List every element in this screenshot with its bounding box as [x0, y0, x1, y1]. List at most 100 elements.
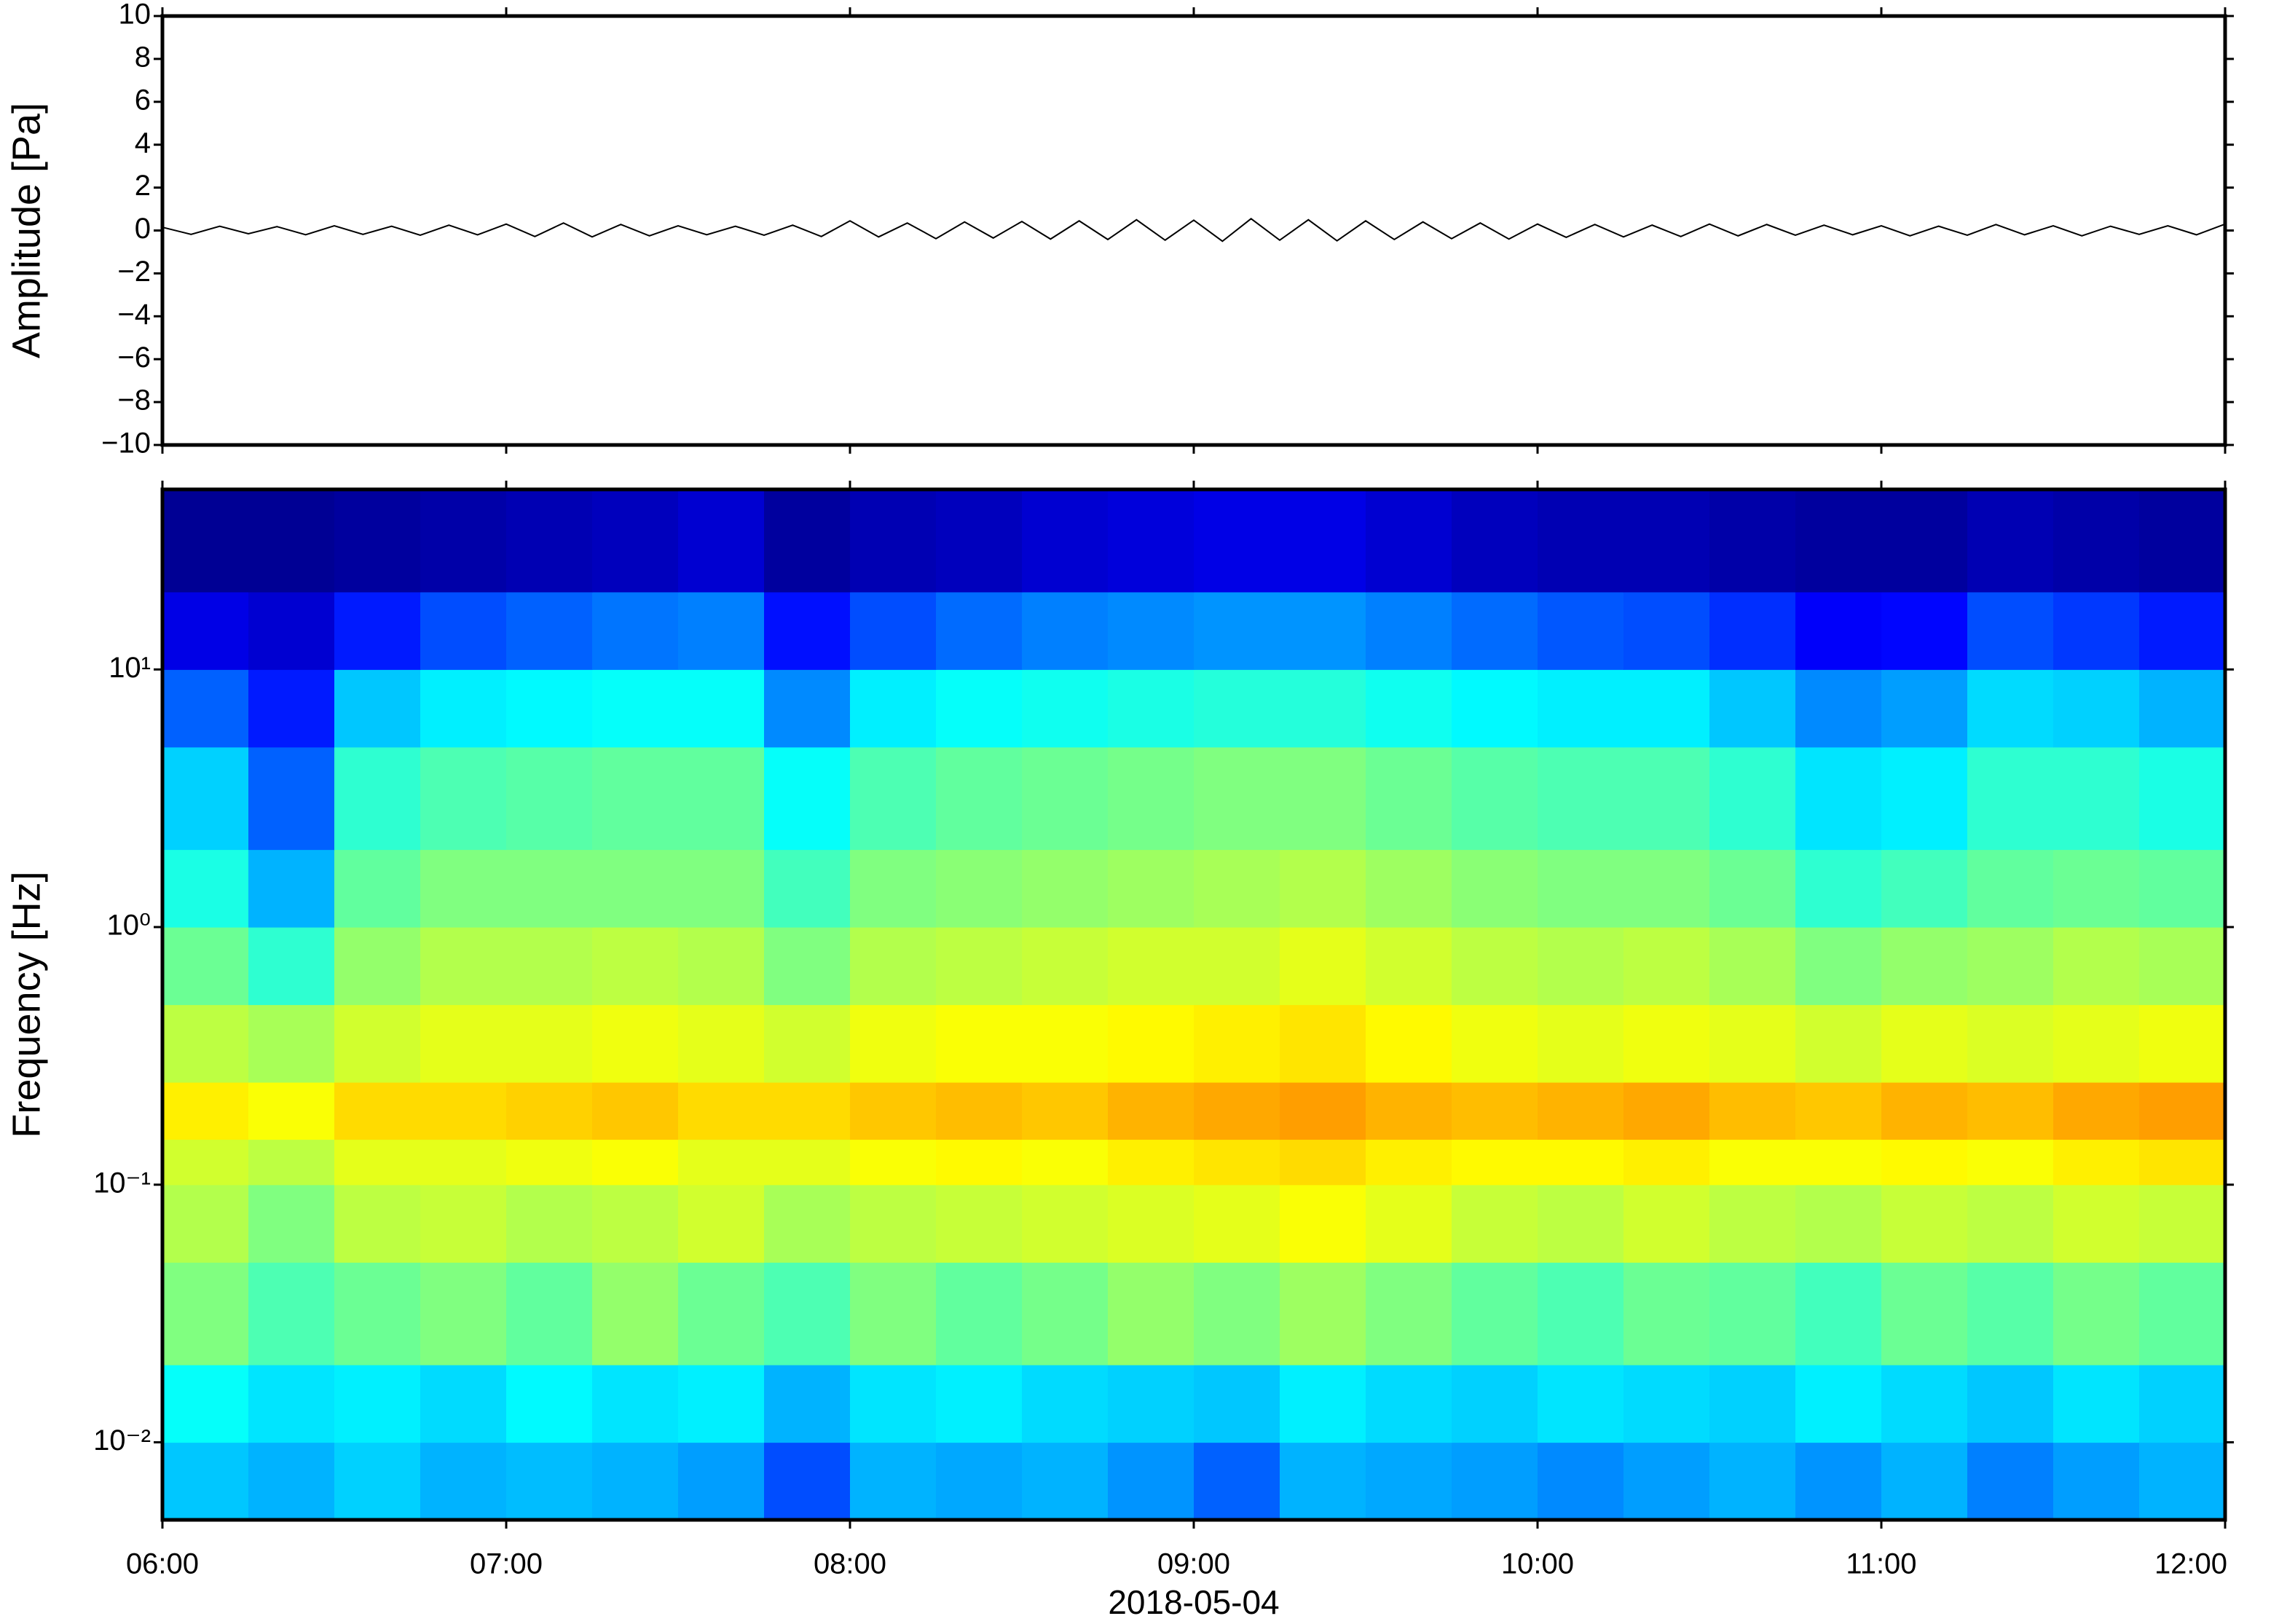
- spectrogram-cell: [1280, 669, 1366, 748]
- spectrogram-cell: [1022, 746, 1109, 851]
- spectrogram-cell: [2053, 591, 2140, 670]
- spectrogram-cell: [1366, 1262, 1452, 1365]
- spectrogram-cell: [1280, 1139, 1366, 1186]
- spectrogram-cell: [2139, 489, 2226, 593]
- spectrogram-cell: [1795, 669, 1882, 748]
- spectrogram-cell: [850, 489, 937, 593]
- spectrogram-cell: [1280, 1442, 1366, 1521]
- spectrogram-cell: [1709, 1139, 1796, 1186]
- spectrogram-cell: [850, 746, 937, 851]
- spectrogram-cell: [1709, 746, 1796, 851]
- spectrogram-cell: [936, 1365, 1023, 1443]
- spectrogram-cell: [334, 489, 421, 593]
- spectrogram-cell: [936, 927, 1023, 1006]
- spectrogram-cell: [248, 849, 335, 928]
- spectrogram-cell: [1623, 1262, 1710, 1365]
- spectrogram-cell: [1538, 1442, 1624, 1521]
- x-axis-label: 2018-05-04: [1108, 1583, 1279, 1621]
- spectrogram-cell: [1795, 1081, 1882, 1140]
- x-tick-label: 06:00: [126, 1548, 199, 1580]
- y-axis-label: Amplitude [Pa]: [4, 103, 48, 358]
- spectrogram-cell: [1366, 669, 1452, 748]
- spectrogram-cell: [1709, 927, 1796, 1006]
- spectrogram-cell: [420, 591, 507, 670]
- y-tick-label: −10: [101, 427, 151, 460]
- y-tick-label: −8: [117, 385, 151, 417]
- spectrogram-cell: [420, 746, 507, 851]
- spectrogram-cell: [248, 669, 335, 748]
- spectrogram-cell: [936, 1139, 1023, 1186]
- spectrogram-cell: [850, 927, 937, 1006]
- spectrogram-cell: [936, 591, 1023, 670]
- spectrogram-cell: [1623, 746, 1710, 851]
- spectrogram-cell: [2139, 1004, 2226, 1083]
- spectrogram-cell: [1108, 849, 1194, 928]
- waveform: [162, 218, 2226, 243]
- spectrogram-cell: [678, 746, 765, 851]
- spectrogram-cell: [248, 489, 335, 593]
- spectrogram-cell: [1967, 1365, 2054, 1443]
- spectrogram-cell: [420, 1004, 507, 1083]
- spectrogram-cell: [162, 1262, 249, 1365]
- spectrogram-cell: [1795, 1365, 1882, 1443]
- spectrogram-cell: [678, 1365, 765, 1443]
- spectrogram-cell: [1795, 1184, 1882, 1263]
- spectrogram-cell: [1280, 1081, 1366, 1140]
- spectrogram-cell: [1795, 591, 1882, 670]
- spectrogram-cell: [1795, 1139, 1882, 1186]
- spectrogram-cell: [2139, 591, 2226, 670]
- spectrogram-cell: [162, 669, 249, 748]
- spectrogram-cell: [850, 1004, 937, 1083]
- spectrogram-cell: [678, 591, 765, 670]
- spectrogram-cell: [936, 1262, 1023, 1365]
- spectrogram-cell: [1194, 669, 1280, 748]
- spectrogram-cell: [764, 1262, 851, 1365]
- spectrogram-cell: [1108, 591, 1194, 670]
- spectrogram-cell: [162, 1139, 249, 1186]
- spectrogram-cell: [1366, 591, 1452, 670]
- spectrogram-cell: [592, 1081, 679, 1140]
- spectrogram-cell: [1967, 927, 2054, 1006]
- spectrogram-cell: [506, 591, 593, 670]
- spectrogram-cell: [936, 849, 1023, 928]
- spectrogram-cell: [162, 927, 249, 1006]
- spectrogram-cell: [1623, 1365, 1710, 1443]
- y-tick-label: 2: [135, 170, 151, 202]
- spectrogram-cell: [850, 591, 937, 670]
- spectrogram-cell: [1709, 669, 1796, 748]
- spectrogram-cell: [506, 849, 593, 928]
- spectrogram-cell: [1709, 849, 1796, 928]
- spectrogram-cell: [1452, 1081, 1538, 1140]
- spectrogram-cell: [162, 746, 249, 851]
- spectrogram-cell: [1022, 1184, 1109, 1263]
- spectrogram-cell: [506, 1442, 593, 1521]
- spectrogram-cell: [764, 1081, 851, 1140]
- spectrogram-cell: [334, 1442, 421, 1521]
- spectrogram-cell: [1108, 1262, 1194, 1365]
- spectrogram-cell: [1280, 1262, 1366, 1365]
- spectrogram-cell: [1623, 1004, 1710, 1083]
- spectrogram-cell: [248, 1442, 335, 1521]
- spectrogram-cell: [248, 591, 335, 670]
- spectrogram-cell: [1108, 927, 1194, 1006]
- spectrogram-cell: [2139, 1262, 2226, 1365]
- spectrogram-cell: [1967, 1081, 2054, 1140]
- x-tick-label: 07:00: [470, 1548, 543, 1580]
- spectrogram-cell: [592, 1004, 679, 1083]
- y-tick-label: 10⁰: [106, 910, 151, 942]
- spectrogram-cell: [592, 746, 679, 851]
- spectrogram-cell: [764, 1004, 851, 1083]
- spectrogram-cell: [1022, 927, 1109, 1006]
- spectrogram-cell: [1538, 489, 1624, 593]
- x-tick-label: 12:00: [2154, 1548, 2227, 1580]
- spectrogram-cell: [2053, 1262, 2140, 1365]
- spectrogram-cell: [1366, 849, 1452, 928]
- spectrogram-cell: [1366, 1081, 1452, 1140]
- spectrogram-cell: [1366, 746, 1452, 851]
- spectrogram-cell: [1623, 1442, 1710, 1521]
- spectrogram-cell: [162, 849, 249, 928]
- spectrogram-cell: [678, 849, 765, 928]
- spectrogram-cell: [1795, 1442, 1882, 1521]
- spectrogram-cell: [850, 669, 937, 748]
- spectrogram-cell: [678, 669, 765, 748]
